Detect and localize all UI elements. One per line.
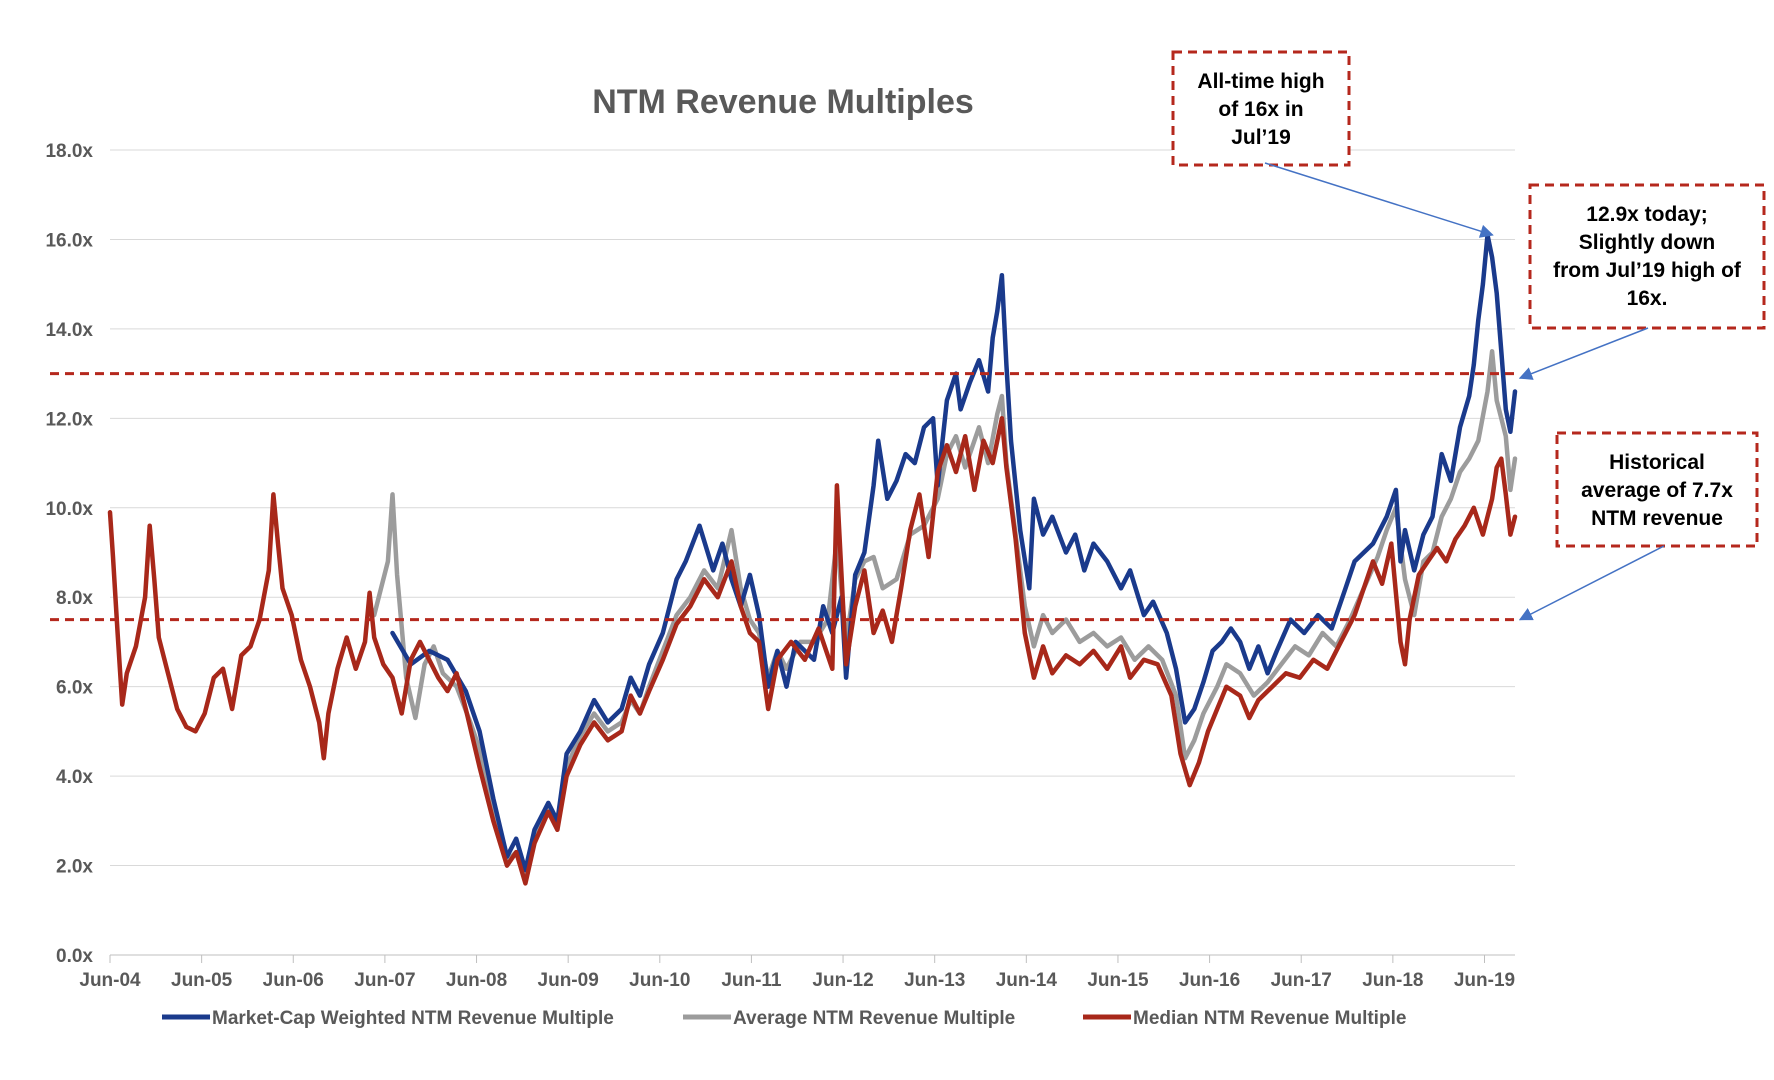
x-axis: Jun-04 Jun-05 Jun-06 Jun-07 Jun-08 Jun-09 Jun-… xyxy=(79,955,1515,991)
annotation-box-1 xyxy=(1528,183,1766,330)
annotations: All-time high of 16x in Jul’19 12.9x today;… xyxy=(1171,50,1766,621)
chart-title: NTM Revenue Multiples xyxy=(592,83,974,121)
annotation-arrow-1 xyxy=(1518,327,1649,380)
x-tick-label: Jun-04 xyxy=(79,970,141,991)
y-tick-label: 10.0x xyxy=(45,499,93,520)
annotation-box-0 xyxy=(1171,50,1351,167)
annotation-arrow-2 xyxy=(1518,545,1665,621)
y-tick-label: 12.0x xyxy=(45,409,93,430)
x-tick-label: Jun-05 xyxy=(171,970,233,991)
x-tick-label: Jun-10 xyxy=(629,970,690,991)
y-tick-label: 14.0x xyxy=(45,320,93,341)
x-tick-label: Jun-13 xyxy=(904,970,965,991)
annotation-text-line: 16x. xyxy=(1627,287,1668,310)
annotation-text-line: NTM revenue xyxy=(1591,507,1723,530)
x-tick-label: Jun-12 xyxy=(812,970,873,991)
y-tick-label: 2.0x xyxy=(56,857,93,878)
x-tick-label: Jun-17 xyxy=(1271,970,1332,991)
gridlines xyxy=(110,149,1515,956)
series-layer xyxy=(107,232,1518,886)
annotation-arrow-0 xyxy=(1264,162,1494,238)
series-line-2 xyxy=(107,416,1518,886)
x-tick-label: Jun-06 xyxy=(263,970,324,991)
x-tick-label: Jun-14 xyxy=(996,970,1058,991)
y-tick-label: 16.0x xyxy=(45,230,93,251)
x-tick-label: Jun-08 xyxy=(446,970,507,991)
x-tick-label: Jun-09 xyxy=(538,970,599,991)
annotation-text-line: from Jul’19 high of xyxy=(1553,259,1742,282)
legend: Market-Cap Weighted NTM Revenue Multiple… xyxy=(162,1008,1406,1029)
legend-label-2: Median NTM Revenue Multiple xyxy=(1133,1008,1406,1029)
annotation-text-line: Historical xyxy=(1609,451,1705,474)
series-line-0 xyxy=(390,232,1518,873)
annotation-text-line: Slightly down xyxy=(1579,231,1716,254)
legend-label-1: Average NTM Revenue Multiple xyxy=(733,1008,1015,1029)
x-tick-label: Jun-19 xyxy=(1454,970,1515,991)
x-tick-label: Jun-15 xyxy=(1087,970,1149,991)
annotation-text-line: of 16x in xyxy=(1218,98,1303,121)
y-tick-label: 4.0x xyxy=(56,767,93,788)
x-tick-label: Jun-07 xyxy=(354,970,415,991)
x-tick-label: Jun-16 xyxy=(1179,970,1240,991)
annotation-text-line: 12.9x today; xyxy=(1586,203,1707,226)
x-tick-label: Jun-18 xyxy=(1362,970,1423,991)
reference-lines xyxy=(50,372,1515,622)
annotation-box-2 xyxy=(1555,431,1759,548)
legend-label-0: Market-Cap Weighted NTM Revenue Multiple xyxy=(212,1008,614,1029)
y-tick-label: 8.0x xyxy=(56,588,93,609)
y-tick-label: 0.0x xyxy=(56,946,93,967)
annotation-text-line: average of 7.7x xyxy=(1581,479,1733,502)
annotation-text-line: Jul’19 xyxy=(1231,126,1291,149)
annotation-text-line: All-time high xyxy=(1197,70,1324,93)
y-axis-tick-labels: 0.0x 2.0x 4.0x 6.0x 8.0x 10.0x 12.0x 14.0x 16.0x… xyxy=(45,141,93,967)
y-tick-label: 6.0x xyxy=(56,678,93,699)
x-tick-label: Jun-11 xyxy=(721,970,782,991)
y-tick-label: 18.0x xyxy=(45,141,93,162)
